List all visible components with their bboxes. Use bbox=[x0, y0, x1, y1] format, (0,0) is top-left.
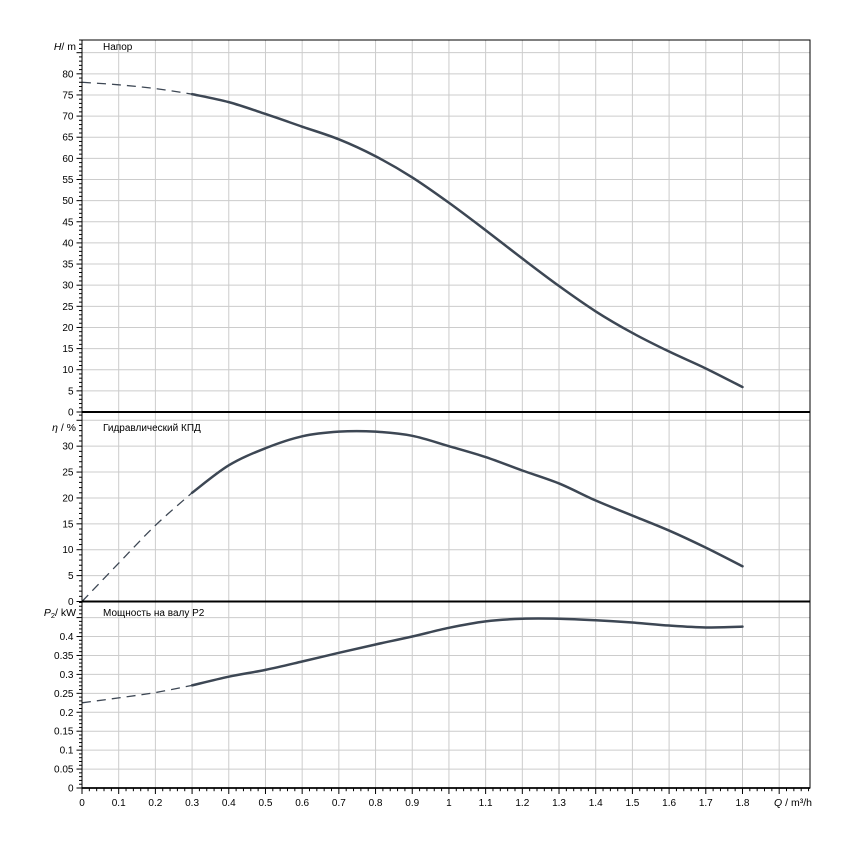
svg-text:0.05: 0.05 bbox=[54, 765, 74, 776]
efficiency-curve bbox=[190, 429, 744, 568]
svg-text:5: 5 bbox=[68, 386, 74, 397]
head-curve bbox=[190, 92, 744, 389]
svg-text:10: 10 bbox=[62, 545, 74, 556]
head-curve-dashed bbox=[81, 81, 193, 95]
svg-text:20: 20 bbox=[62, 323, 74, 334]
svg-text:35: 35 bbox=[62, 260, 74, 271]
power-axis-label: P2/ kW bbox=[44, 607, 76, 620]
svg-text:0.35: 0.35 bbox=[54, 651, 74, 662]
svg-text:1.5: 1.5 bbox=[625, 798, 639, 809]
svg-text:0.2: 0.2 bbox=[148, 798, 162, 809]
svg-text:0.3: 0.3 bbox=[185, 798, 199, 809]
svg-text:45: 45 bbox=[62, 217, 74, 228]
svg-text:1.1: 1.1 bbox=[479, 798, 493, 809]
svg-text:0.1: 0.1 bbox=[60, 746, 74, 757]
svg-text:10: 10 bbox=[62, 365, 74, 376]
efficiency-curve-dashed bbox=[81, 492, 193, 602]
tick-labels: 0 0.1 0.2 0.3 0.4 0.5 0.6 0.7 0.8 0.9 1 1.1 1.2 1.3 1.… bbox=[54, 69, 750, 809]
power-curve-dashed bbox=[81, 684, 193, 704]
power-curve bbox=[190, 617, 744, 687]
svg-text:15: 15 bbox=[62, 519, 74, 530]
svg-text:0.6: 0.6 bbox=[295, 798, 309, 809]
svg-text:0.15: 0.15 bbox=[54, 727, 74, 738]
svg-text:0: 0 bbox=[68, 784, 74, 795]
svg-text:0: 0 bbox=[68, 408, 74, 419]
svg-text:1.2: 1.2 bbox=[515, 798, 529, 809]
head-panel-title: Напор bbox=[103, 42, 133, 53]
svg-text:50: 50 bbox=[62, 196, 74, 207]
svg-text:20: 20 bbox=[62, 493, 74, 504]
svg-text:15: 15 bbox=[62, 344, 74, 355]
svg-text:1: 1 bbox=[446, 798, 452, 809]
svg-text:1.6: 1.6 bbox=[662, 798, 676, 809]
svg-text:30: 30 bbox=[62, 281, 74, 292]
axis-ticks bbox=[76, 39, 810, 794]
svg-text:0.8: 0.8 bbox=[369, 798, 383, 809]
svg-text:0.25: 0.25 bbox=[54, 689, 74, 700]
svg-text:5: 5 bbox=[68, 571, 74, 582]
flow-axis-label: Q / m³/h bbox=[774, 797, 812, 809]
svg-text:25: 25 bbox=[62, 302, 74, 313]
svg-text:1.4: 1.4 bbox=[589, 798, 603, 809]
efficiency-panel-title: Гидравлический КПД bbox=[103, 423, 201, 434]
curves bbox=[81, 81, 744, 704]
svg-text:25: 25 bbox=[62, 468, 74, 479]
svg-text:0.5: 0.5 bbox=[259, 798, 273, 809]
svg-text:1.7: 1.7 bbox=[699, 798, 713, 809]
svg-text:0.1: 0.1 bbox=[112, 798, 126, 809]
svg-text:30: 30 bbox=[62, 442, 74, 453]
svg-text:0.2: 0.2 bbox=[60, 708, 74, 719]
svg-text:0.4: 0.4 bbox=[222, 798, 236, 809]
svg-text:0.9: 0.9 bbox=[405, 798, 419, 809]
svg-text:0: 0 bbox=[68, 597, 74, 608]
gridlines bbox=[82, 40, 810, 788]
svg-text:0.4: 0.4 bbox=[60, 632, 74, 643]
svg-text:70: 70 bbox=[62, 112, 74, 123]
chart-frame bbox=[81, 39, 811, 789]
svg-text:65: 65 bbox=[62, 133, 74, 144]
svg-text:40: 40 bbox=[62, 238, 74, 249]
svg-text:80: 80 bbox=[62, 69, 74, 80]
svg-text:55: 55 bbox=[62, 175, 74, 186]
svg-text:1.3: 1.3 bbox=[552, 798, 566, 809]
head-axis-label: H/ m bbox=[54, 41, 76, 53]
svg-text:60: 60 bbox=[62, 154, 74, 165]
efficiency-axis-label: η / % bbox=[52, 422, 76, 434]
svg-text:75: 75 bbox=[62, 90, 74, 101]
svg-text:1.8: 1.8 bbox=[736, 798, 750, 809]
svg-text:0: 0 bbox=[79, 798, 85, 809]
svg-text:0.3: 0.3 bbox=[60, 670, 74, 681]
power-panel-title: Мощность на валу P2 bbox=[103, 608, 205, 619]
svg-text:0.7: 0.7 bbox=[332, 798, 346, 809]
